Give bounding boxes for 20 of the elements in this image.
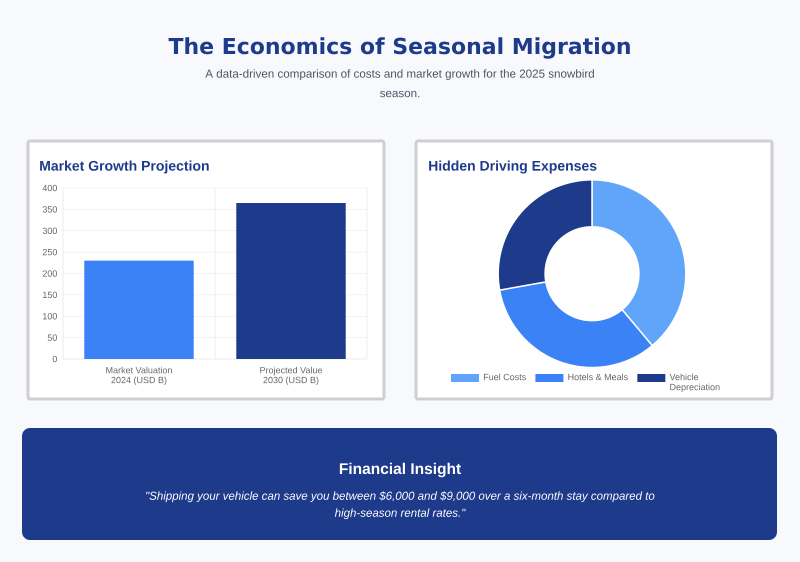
y-tick-label: 300 [42, 228, 58, 234]
y-tick-label: 200 [42, 270, 58, 277]
text: Financial Insight [340, 462, 461, 478]
legend-label: Vehicle Depreciation [670, 374, 720, 392]
chart-title: Market Growth Projection [40, 160, 209, 174]
text: A data-driven comparison of costs and market growth for the 2025 snowbird season. [205, 69, 594, 98]
y-tick-label: 350 [42, 206, 58, 213]
legend-label: Fuel Costs [484, 374, 526, 380]
y-tick-label: 250 [42, 248, 58, 256]
x-tick-label: Projected Value 2030 (USD B) [260, 366, 322, 385]
legend-label: Hotels & Meals [568, 374, 628, 380]
x-tick-label: Market Valuation 2024 (USD B) [106, 366, 172, 385]
y-tick-label: 100 [43, 313, 58, 320]
y-tick-label: 150 [43, 292, 58, 298]
text: The Economics of Seasonal Migration [168, 37, 630, 59]
y-tick-label: 50 [48, 334, 58, 341]
chart-title: Hidden Driving Expenses [429, 160, 596, 174]
text: "Shipping your vehicle can save you between $6,000 and $9,000 over a six-month stay compared to high-season rental rates." [146, 491, 654, 520]
y-tick-label: 0 [52, 356, 58, 362]
y-tick-label: 400 [42, 184, 58, 192]
